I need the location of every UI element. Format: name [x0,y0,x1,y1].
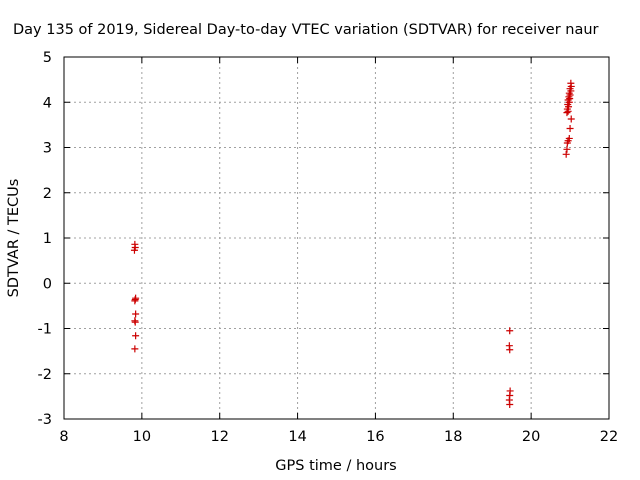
data-point-marker [131,297,139,305]
x-tick-label: 8 [59,429,68,445]
y-tick-label: -2 [38,367,52,383]
data-point-marker [132,332,140,340]
data-point-marker [563,139,571,147]
data-point-marker [564,107,572,115]
data-point-marker [131,345,139,353]
x-tick-label: 20 [522,429,540,445]
data-point-marker [563,145,571,153]
data-point-marker [132,310,140,318]
x-tick-label: 18 [444,429,462,445]
y-tick-label: 2 [43,186,52,202]
data-point-marker [506,327,514,335]
grid-lines [64,57,609,419]
data-point-marker [566,124,574,132]
x-tick-label: 16 [366,429,384,445]
x-tick-label: 12 [210,429,228,445]
x-tick-label: 14 [288,429,306,445]
plot-frame [63,56,610,420]
y-tick-label: -1 [38,322,52,338]
x-tick-label: 22 [600,429,618,445]
data-point-marker [131,318,139,326]
y-tick-label: 1 [43,231,52,247]
y-tick-label: 3 [43,141,52,157]
data-point-marker [506,401,514,409]
data-points [130,79,575,409]
data-point-marker [130,246,138,254]
y-tick-label: 5 [43,50,52,66]
y-axis-label: SDTVAR / TECUs [6,179,22,298]
data-point-marker [562,150,570,158]
data-point-marker [563,109,571,117]
y-tick-label: -3 [38,412,52,428]
y-tick-label: 0 [43,276,52,292]
data-point-marker [567,115,575,123]
y-tick-label: 4 [43,95,52,111]
data-point-marker [506,346,514,354]
x-axis-label: GPS time / hours [275,458,396,474]
x-tick-label: 10 [133,429,151,445]
chart-title: Day 135 of 2019, Sidereal Day-to-day VTE… [13,22,599,38]
